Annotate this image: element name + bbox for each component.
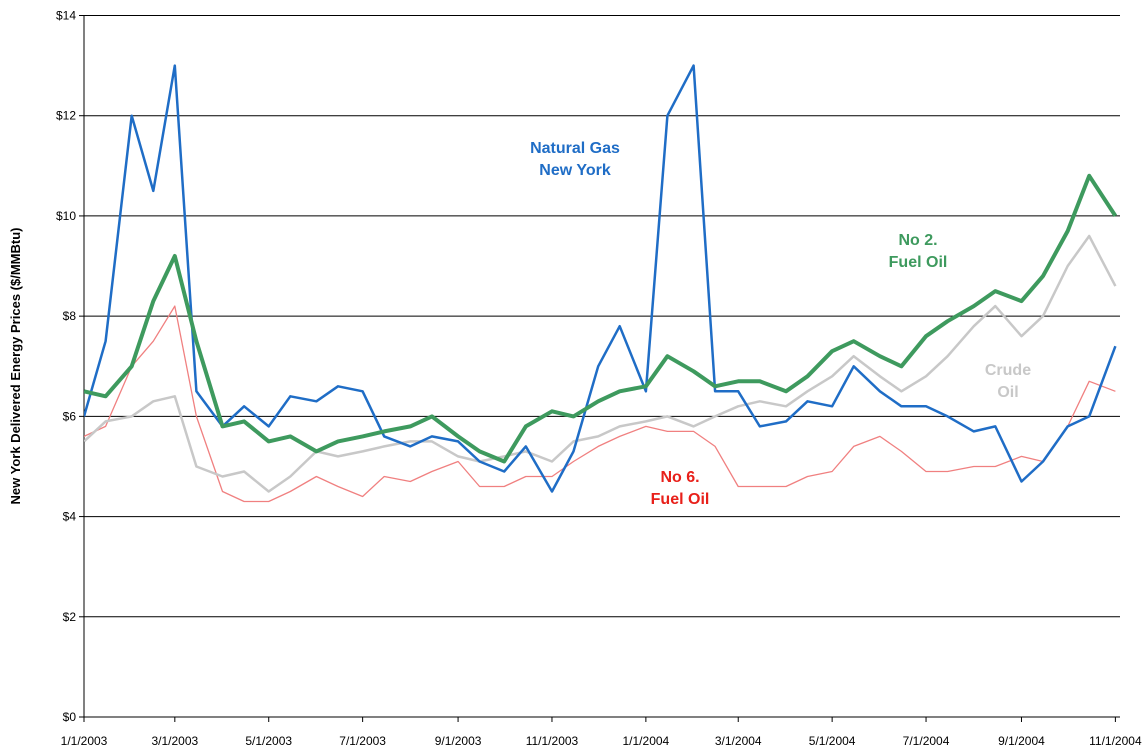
series-line: [84, 234, 1117, 493]
x-tick-label: 7/1/2004: [903, 734, 950, 748]
y-tick-label: $2: [63, 610, 77, 624]
x-tick-label: 5/1/2004: [809, 734, 856, 748]
x-tick-label: 7/1/2003: [339, 734, 386, 748]
x-tick-label: 3/1/2003: [151, 734, 198, 748]
y-axis-label: New York Delivered Energy Prices ($/MMBt…: [8, 228, 23, 505]
series-annotation: New York: [539, 162, 611, 179]
y-tick-label: $0: [63, 710, 77, 724]
series-annotation: Crude: [985, 362, 1031, 379]
y-tick-label: $8: [63, 309, 77, 323]
x-tick-label: 3/1/2004: [715, 734, 762, 748]
x-tick-label: 9/1/2003: [435, 734, 482, 748]
series-annotation: Oil: [997, 384, 1018, 401]
y-tick-label: $4: [63, 510, 77, 524]
x-tick-label: 9/1/2004: [998, 734, 1045, 748]
x-tick-label: 11/1/2004: [1089, 734, 1142, 748]
series-annotation: No 2.: [898, 232, 937, 249]
x-tick-label: 1/1/2003: [61, 734, 108, 748]
series-annotation: Fuel Oil: [889, 254, 948, 271]
series-line: [84, 305, 1116, 503]
plot-area: [84, 64, 1118, 503]
x-tick-label: 11/1/2003: [526, 734, 579, 748]
y-tick-label: $12: [56, 109, 76, 123]
y-tick-label: $6: [63, 409, 77, 423]
x-tick-label: 5/1/2003: [245, 734, 292, 748]
series-annotation: Fuel Oil: [651, 491, 710, 508]
y-tick-label: $14: [56, 9, 76, 23]
series-line: [84, 64, 1117, 493]
series-annotation: Natural Gas: [530, 140, 620, 157]
series-annotation: No 6.: [660, 469, 699, 486]
y-tick-label: $10: [56, 209, 76, 223]
series-line: [84, 173, 1118, 464]
x-tick-label: 1/1/2004: [623, 734, 670, 748]
